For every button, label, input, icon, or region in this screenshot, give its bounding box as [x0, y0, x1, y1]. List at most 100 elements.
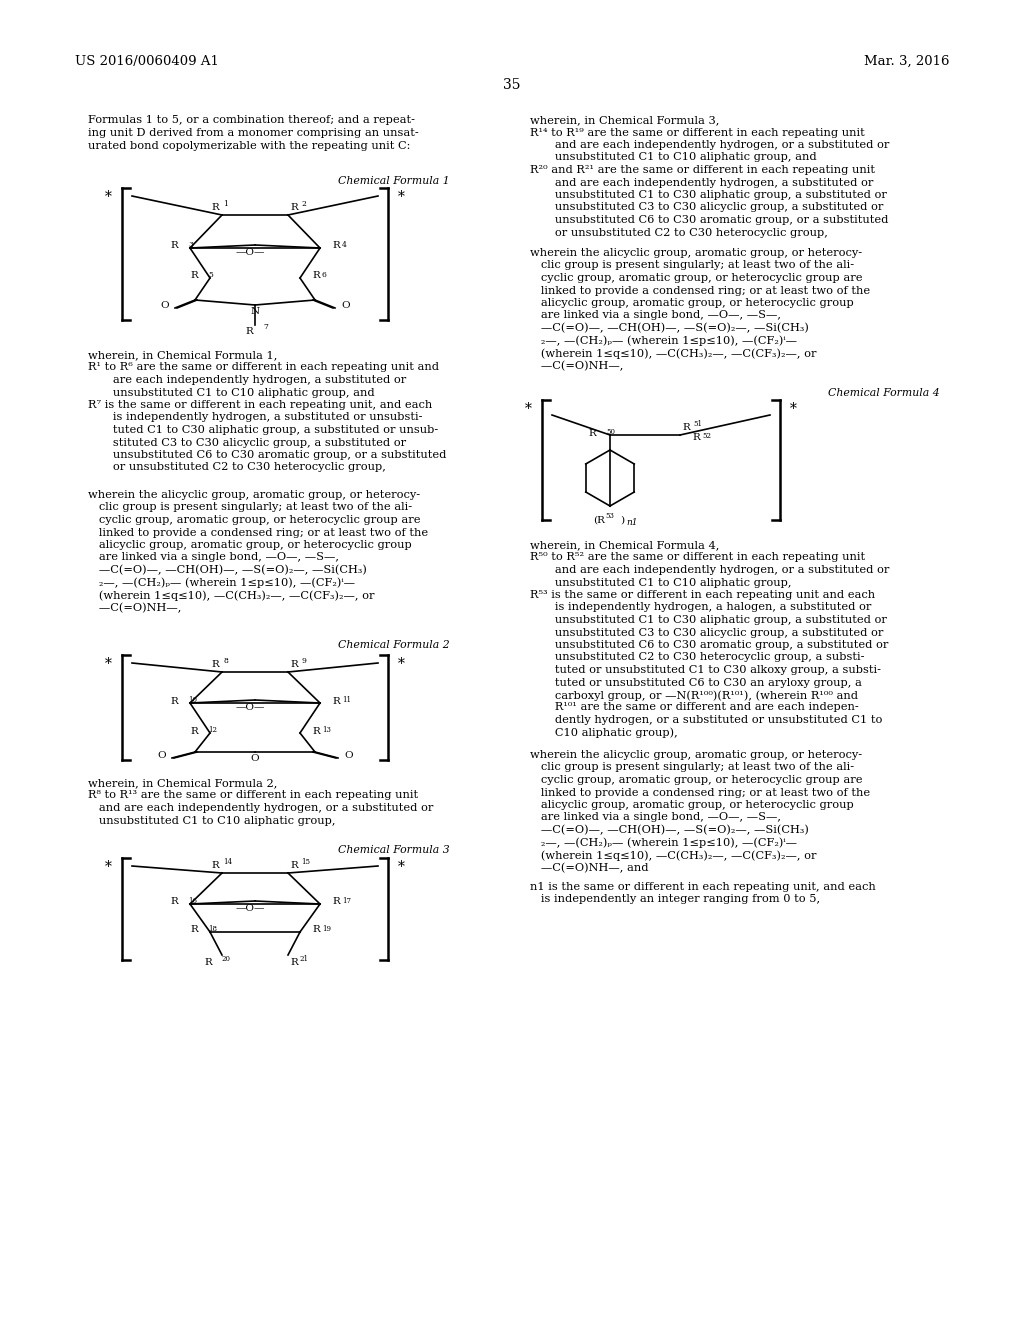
Text: is independently hydrogen, a substituted or unsubsti-: is independently hydrogen, a substituted… — [102, 412, 423, 422]
Text: R: R — [692, 433, 699, 441]
Text: *: * — [105, 657, 112, 671]
Text: 11: 11 — [342, 696, 351, 704]
Text: ing unit D derived from a monomer comprising an unsat-: ing unit D derived from a monomer compri… — [88, 128, 419, 139]
Text: linked to provide a condensed ring; or at least two of the: linked to provide a condensed ring; or a… — [530, 788, 870, 797]
Text: R: R — [682, 422, 690, 432]
Text: n1 is the same or different in each repeating unit, and each: n1 is the same or different in each repe… — [530, 882, 876, 892]
Text: R: R — [332, 697, 340, 705]
Text: US 2016/0060409 A1: US 2016/0060409 A1 — [75, 55, 219, 69]
Text: R⁸ to R¹³ are the same or different in each repeating unit: R⁸ to R¹³ are the same or different in e… — [88, 791, 418, 800]
Text: R: R — [211, 861, 219, 870]
Text: O: O — [341, 301, 349, 310]
Text: and are each independently hydrogen, a substituted or: and are each independently hydrogen, a s… — [544, 177, 873, 187]
Text: clic group is present singularly; at least two of the ali-: clic group is present singularly; at lea… — [88, 503, 412, 512]
Text: *: * — [398, 861, 404, 874]
Text: 8: 8 — [223, 657, 228, 665]
Text: is independently hydrogen, a halogen, a substituted or: is independently hydrogen, a halogen, a … — [544, 602, 871, 612]
Text: or unsubstituted C2 to C30 heterocyclic group,: or unsubstituted C2 to C30 heterocyclic … — [102, 462, 386, 473]
Text: R: R — [190, 726, 198, 735]
Text: Formulas 1 to 5, or a combination thereof; and a repeat-: Formulas 1 to 5, or a combination thereo… — [88, 115, 415, 125]
Text: Mar. 3, 2016: Mar. 3, 2016 — [863, 55, 949, 69]
Text: wherein, in Chemical Formula 1,: wherein, in Chemical Formula 1, — [88, 350, 278, 360]
Text: 4: 4 — [342, 242, 347, 249]
Text: cyclic group, aromatic group, or heterocyclic group are: cyclic group, aromatic group, or heteroc… — [88, 515, 421, 525]
Text: N: N — [251, 308, 259, 315]
Text: 50: 50 — [606, 428, 615, 436]
Text: O: O — [161, 301, 169, 310]
Text: and are each independently hydrogen, or a substituted or: and are each independently hydrogen, or … — [544, 565, 890, 576]
Text: unsubstituted C1 to C10 aliphatic group,: unsubstituted C1 to C10 aliphatic group, — [544, 578, 792, 587]
Text: are linked via a single bond, —O—, —S—,: are linked via a single bond, —O—, —S—, — [530, 813, 781, 822]
Text: linked to provide a condensed ring; or at least two of the: linked to provide a condensed ring; or a… — [530, 285, 870, 296]
Text: 15: 15 — [301, 858, 310, 866]
Text: unsubstituted C3 to C30 alicyclic group, a substituted or: unsubstituted C3 to C30 alicyclic group,… — [544, 202, 884, 213]
Text: R¹ to R⁶ are the same or different in each repeating unit and: R¹ to R⁶ are the same or different in ea… — [88, 363, 439, 372]
Text: Chemical Formula 1: Chemical Formula 1 — [338, 176, 450, 186]
Text: R: R — [332, 898, 340, 907]
Text: wherein the alicyclic group, aromatic group, or heterocy-: wherein the alicyclic group, aromatic gr… — [530, 248, 862, 257]
Text: 5: 5 — [208, 271, 213, 279]
Text: *: * — [525, 403, 532, 416]
Text: R: R — [190, 272, 198, 281]
Text: 19: 19 — [322, 925, 331, 933]
Text: R: R — [290, 861, 298, 870]
Text: O: O — [344, 751, 352, 760]
Text: Chemical Formula 2: Chemical Formula 2 — [338, 640, 450, 649]
Text: 53: 53 — [605, 512, 613, 520]
Text: 13: 13 — [322, 726, 331, 734]
Text: R¹⁰¹ are the same or different and are each indepen-: R¹⁰¹ are the same or different and are e… — [544, 702, 859, 713]
Text: O: O — [158, 751, 166, 760]
Text: 9: 9 — [301, 657, 306, 665]
Text: R: R — [246, 327, 253, 337]
Text: are each independently hydrogen, a substituted or: are each independently hydrogen, a subst… — [102, 375, 407, 385]
Text: R: R — [290, 203, 298, 213]
Text: are linked via a single bond, —O—, —S—,: are linked via a single bond, —O—, —S—, — [530, 310, 781, 321]
Text: unsubstituted C6 to C30 aromatic group, a substituted or: unsubstituted C6 to C30 aromatic group, … — [544, 640, 889, 649]
Text: *: * — [105, 190, 112, 205]
Text: ₂—, —(CH₂)ₚ— (wherein 1≤p≤10), —(CF₂)ⁱ—: ₂—, —(CH₂)ₚ— (wherein 1≤p≤10), —(CF₂)ⁱ— — [88, 578, 355, 589]
Text: R: R — [211, 203, 219, 213]
Text: wherein the alicyclic group, aromatic group, or heterocy-: wherein the alicyclic group, aromatic gr… — [530, 750, 862, 760]
Text: (R: (R — [593, 516, 605, 525]
Text: R: R — [170, 898, 178, 907]
Text: n1: n1 — [626, 517, 638, 527]
Text: alicyclic group, aromatic group, or heterocyclic group: alicyclic group, aromatic group, or hete… — [530, 800, 854, 810]
Text: Chemical Formula 3: Chemical Formula 3 — [338, 845, 450, 855]
Text: R⁷ is the same or different in each repeating unit, and each: R⁷ is the same or different in each repe… — [88, 400, 432, 411]
Text: unsubstituted C6 to C30 aromatic group, or a substituted: unsubstituted C6 to C30 aromatic group, … — [102, 450, 446, 459]
Text: 17: 17 — [342, 898, 351, 906]
Text: 12: 12 — [208, 726, 217, 734]
Text: wherein, in Chemical Formula 3,: wherein, in Chemical Formula 3, — [530, 115, 720, 125]
Text: 1: 1 — [223, 201, 228, 209]
Text: O: O — [251, 754, 259, 763]
Text: —C(=O)NH—, and: —C(=O)NH—, and — [530, 862, 648, 873]
Text: cyclic group, aromatic group, or heterocyclic group are: cyclic group, aromatic group, or heteroc… — [530, 775, 862, 785]
Text: R: R — [190, 925, 198, 935]
Text: R²⁰ and R²¹ are the same or different in each repeating unit: R²⁰ and R²¹ are the same or different in… — [530, 165, 874, 176]
Text: R: R — [211, 660, 219, 669]
Text: —C(=O)—, —CH(OH)—, —S(=O)₂—, —Si(CH₃): —C(=O)—, —CH(OH)—, —S(=O)₂—, —Si(CH₃) — [88, 565, 367, 576]
Text: dently hydrogen, or a substituted or unsubstituted C1 to: dently hydrogen, or a substituted or uns… — [544, 715, 883, 725]
Text: R: R — [204, 958, 212, 968]
Text: ₂—, —(CH₂)ₚ— (wherein 1≤p≤10), —(CF₂)ⁱ—: ₂—, —(CH₂)ₚ— (wherein 1≤p≤10), —(CF₂)ⁱ— — [530, 837, 797, 847]
Text: is independently an integer ranging from 0 to 5,: is independently an integer ranging from… — [530, 895, 820, 904]
Text: and are each independently hydrogen, or a substituted or: and are each independently hydrogen, or … — [88, 803, 433, 813]
Text: (wherein 1≤q≤10), —C(CH₃)₂—, —C(CF₃)₂—, or: (wherein 1≤q≤10), —C(CH₃)₂—, —C(CF₃)₂—, … — [88, 590, 375, 601]
Text: 16: 16 — [188, 898, 197, 906]
Text: alicyclic group, aromatic group, or heterocyclic group: alicyclic group, aromatic group, or hete… — [88, 540, 412, 550]
Text: —O—: —O— — [236, 248, 264, 257]
Text: C10 aliphatic group),: C10 aliphatic group), — [544, 727, 678, 738]
Text: 21: 21 — [300, 954, 309, 964]
Text: R: R — [332, 242, 340, 251]
Text: (wherein 1≤q≤10), —C(CH₃)₂—, —C(CF₃)₂—, or: (wherein 1≤q≤10), —C(CH₃)₂—, —C(CF₃)₂—, … — [530, 348, 816, 359]
Text: —C(=O)NH—,: —C(=O)NH—, — [88, 602, 181, 612]
Text: 7: 7 — [263, 323, 268, 331]
Text: 14: 14 — [223, 858, 232, 866]
Text: R: R — [588, 429, 596, 437]
Text: cyclic group, aromatic group, or heterocyclic group are: cyclic group, aromatic group, or heteroc… — [530, 273, 862, 282]
Text: *: * — [790, 403, 797, 416]
Text: R: R — [290, 958, 298, 968]
Text: R: R — [312, 726, 319, 735]
Text: —C(=O)—, —CH(OH)—, —S(=O)₂—, —Si(CH₃): —C(=O)—, —CH(OH)—, —S(=O)₂—, —Si(CH₃) — [530, 323, 809, 334]
Text: tuted or unsubstituted C6 to C30 an aryloxy group, a: tuted or unsubstituted C6 to C30 an aryl… — [544, 677, 862, 688]
